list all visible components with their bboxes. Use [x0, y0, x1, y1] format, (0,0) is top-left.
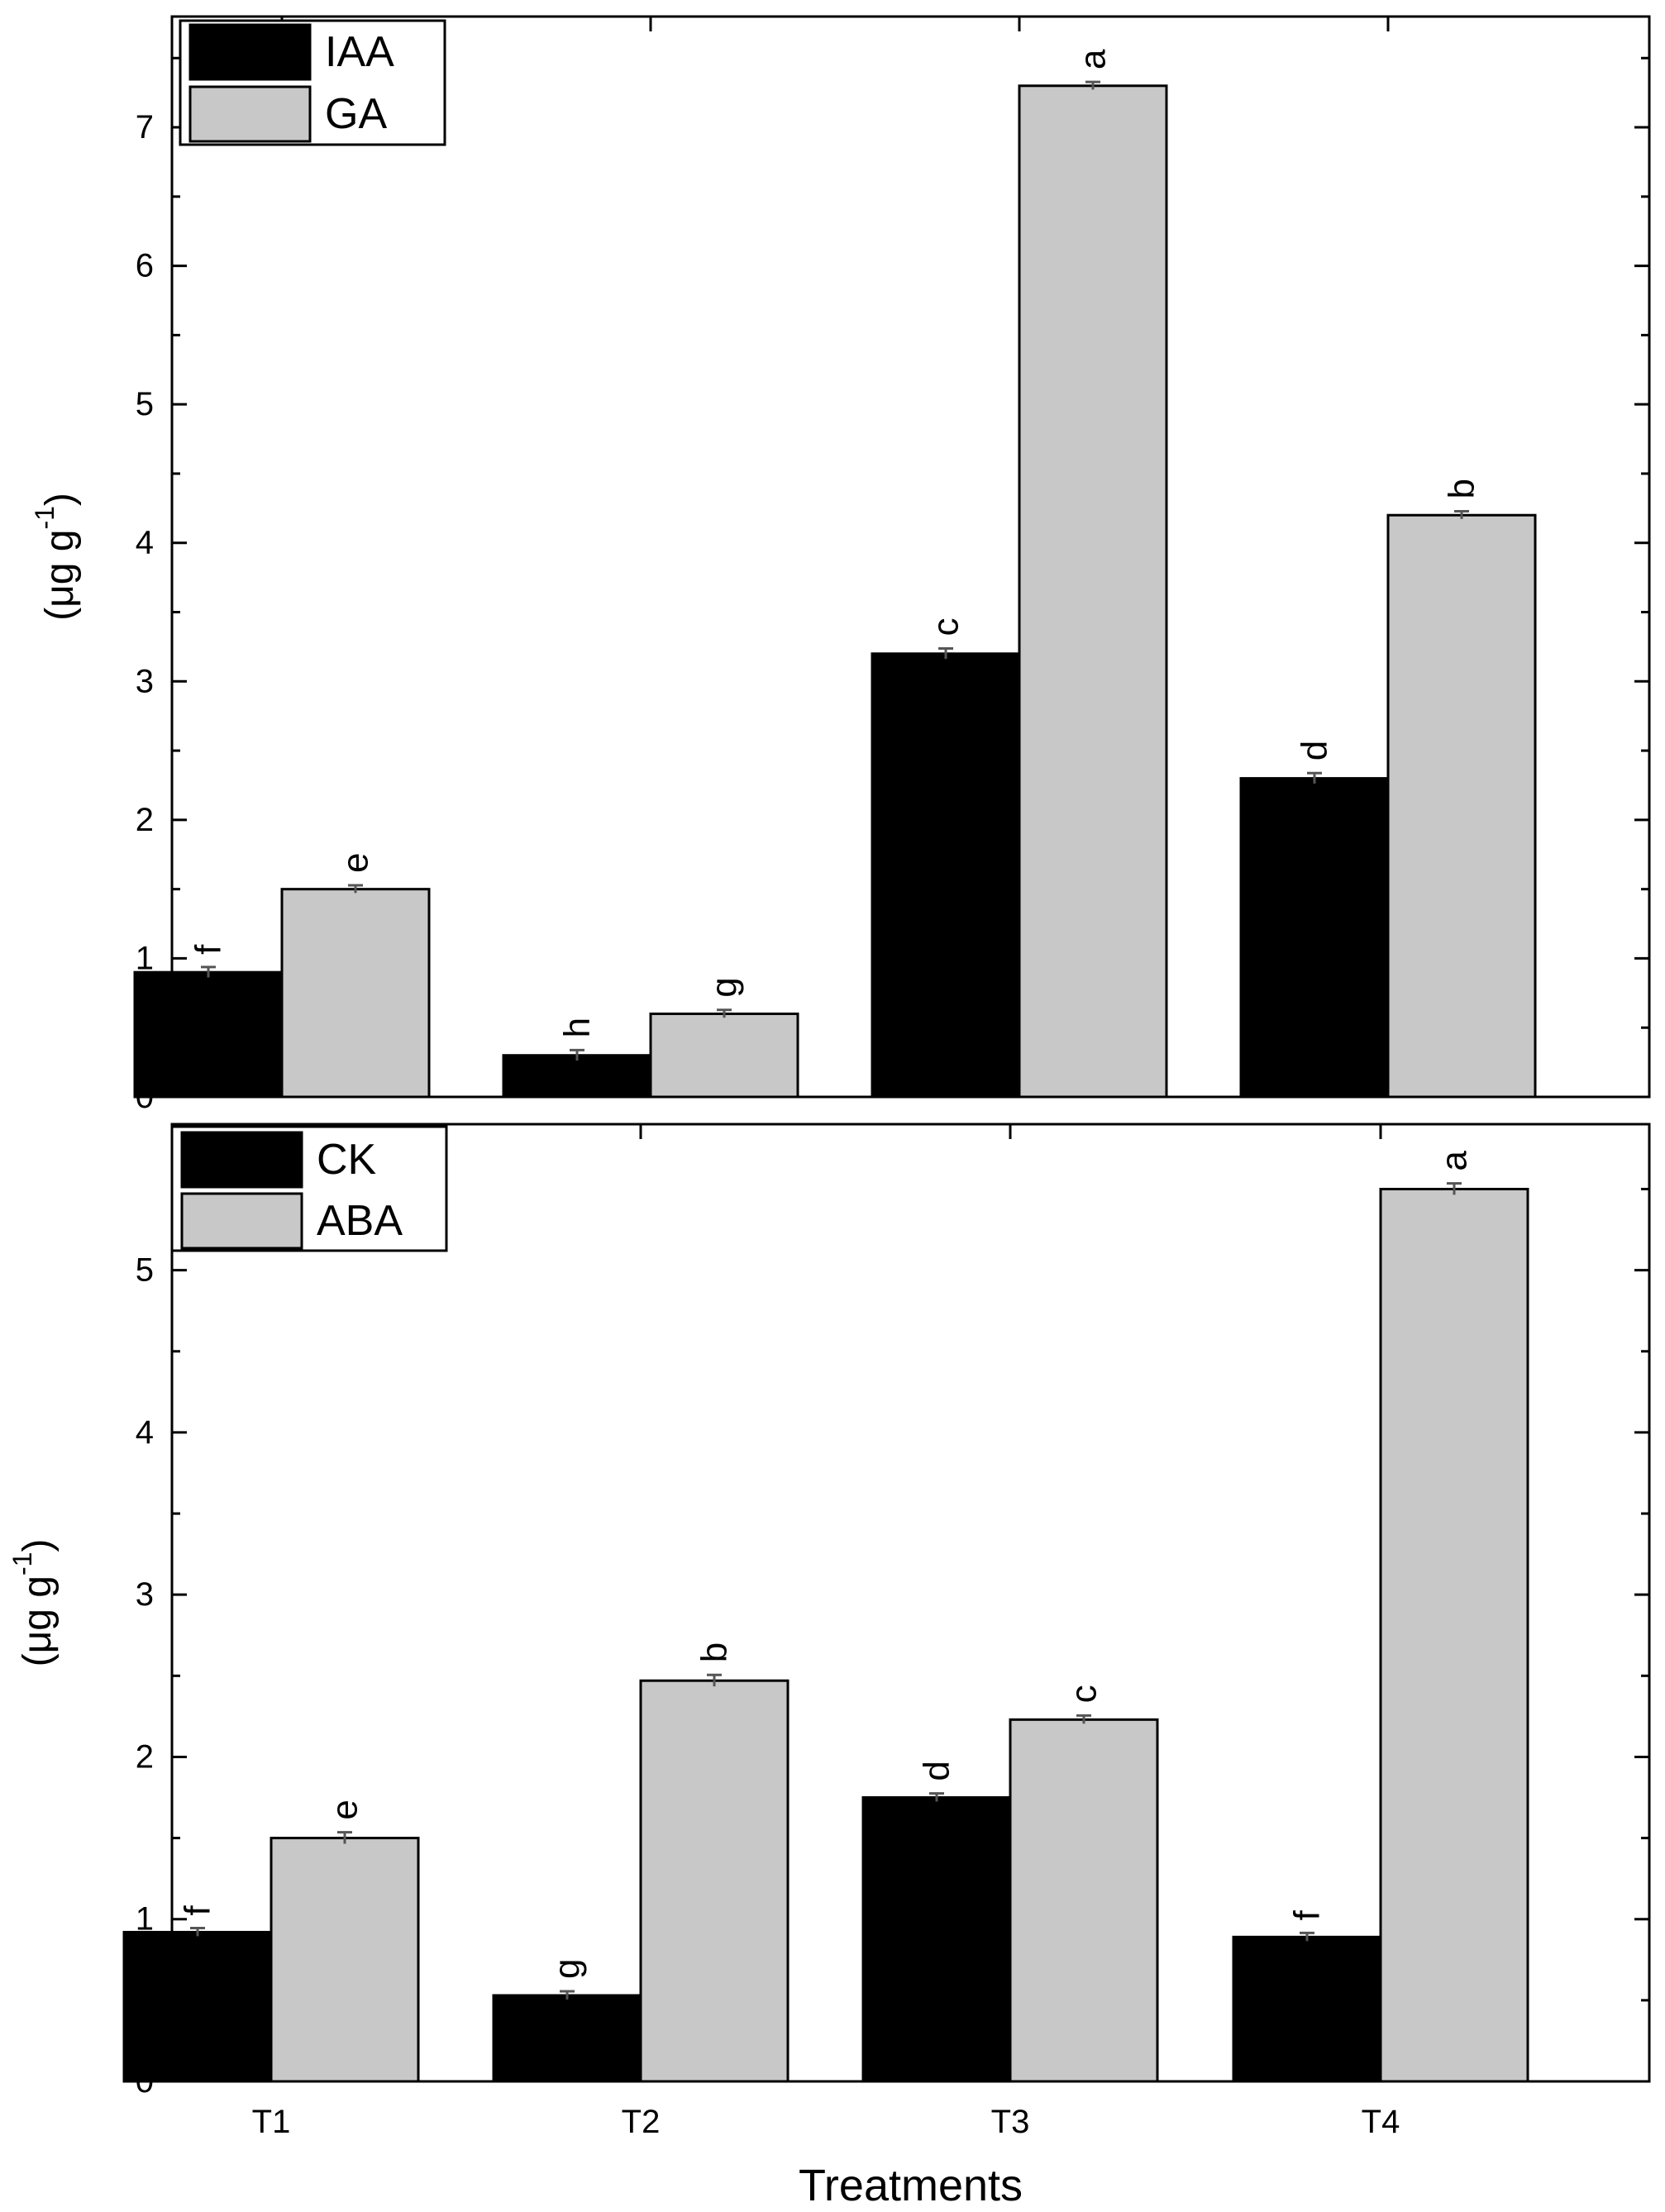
significance-label: e: [336, 852, 376, 872]
significance-label: f: [188, 944, 229, 955]
significance-label: g: [704, 977, 745, 997]
y-axis-label: (μg g-1): [7, 1539, 60, 1667]
error-bar-ga-t2: [717, 1008, 732, 1018]
x-tick-label: T3: [991, 2104, 1030, 2140]
error-bar-ck-t1: [190, 1926, 205, 1937]
chart-panel-1: f h c d e g a b 0 1 2 3 4 5 6 7 (μg g-1) IAA GA: [30, 15, 1651, 1115]
error-bar-ck-t3: [929, 1792, 944, 1802]
bar-ck-t2: [492, 1994, 642, 2083]
bar-iaa-t3: [871, 652, 1021, 1099]
y-tick-label: 6: [136, 248, 154, 284]
y-tick-label: 3: [136, 663, 154, 699]
chart-panel-2: f g d f e b c a 0 1 2 3 4 5 T1 T2 T3 T4 (μg g-1) Treatments…: [7, 1123, 1651, 2210]
y-tick-label: 4: [136, 1414, 154, 1451]
x-axis-label: Treatments: [799, 2161, 1023, 2210]
significance-label: d: [1295, 741, 1335, 760]
error-bar-ck-t4: [1300, 1931, 1314, 1942]
error-bar-aba-t1: [337, 1831, 352, 1844]
bar-aba-t2: [639, 1679, 790, 2083]
bar-aba-t3: [1009, 1718, 1159, 2083]
legend-label-aba: ABA: [317, 1197, 403, 1245]
significance-label: h: [557, 1018, 598, 1037]
x-tick-label: T2: [622, 2104, 661, 2140]
bar-ga-t3: [1018, 84, 1168, 1099]
bar-ck-t4: [1232, 1935, 1382, 2083]
bar-iaa-t4: [1239, 777, 1390, 1099]
y-tick-label: 1: [136, 1901, 154, 1938]
legend-label-iaa: IAA: [325, 28, 394, 76]
significance-label: a: [1434, 1151, 1475, 1171]
error-bar-iaa-t4: [1307, 771, 1322, 784]
error-bar-iaa-t3: [938, 646, 953, 660]
y-tick-label: 7: [136, 109, 154, 145]
x-tick-label: T1: [252, 2104, 291, 2140]
error-bar-aba-t3: [1076, 1714, 1091, 1724]
error-bar-iaa-t1: [201, 965, 216, 978]
legend-swatch-ga: [188, 85, 312, 143]
significance-label: f: [178, 1905, 218, 1915]
bar-iaa-t2: [502, 1054, 652, 1099]
significance-label: b: [694, 1642, 735, 1662]
legend-swatch-aba: [180, 1192, 303, 1250]
y-tick-label: 0: [136, 2063, 154, 2100]
legend: CK ABA: [170, 1125, 448, 1252]
y-tick-label: 5: [136, 386, 154, 422]
y-tick-label: 3: [136, 1576, 154, 1613]
y-tick-label: 2: [136, 802, 154, 838]
error-bar-aba-t2: [707, 1673, 722, 1687]
y-tick-label: 5: [136, 1252, 154, 1289]
significance-label: f: [1287, 1909, 1328, 1920]
x-tick-label: T4: [1362, 2104, 1400, 2140]
y-tick-label: 4: [136, 525, 154, 561]
legend: IAA GA: [179, 19, 446, 146]
error-bar-ga-t3: [1085, 80, 1100, 90]
significance-label: c: [1064, 1685, 1104, 1703]
legend-swatch-iaa: [188, 23, 312, 81]
bar-iaa-t1: [133, 970, 284, 1099]
bar-ga-t2: [649, 1012, 799, 1099]
legend-swatch-ck: [180, 1131, 303, 1189]
significance-label: g: [547, 1959, 588, 1979]
error-bar-aba-t4: [1447, 1182, 1462, 1195]
error-bar-ga-t1: [348, 884, 363, 894]
legend-label-ga: GA: [325, 90, 387, 138]
plot-frame: [170, 15, 1651, 1099]
bar-ga-t4: [1386, 513, 1537, 1099]
significance-label: d: [917, 1761, 957, 1781]
bar-aba-t1: [270, 1837, 420, 2083]
bar-ck-t1: [122, 1930, 273, 2083]
y-tick-label: 1: [136, 940, 154, 976]
y-tick-label: 2: [136, 1738, 154, 1775]
significance-label: c: [926, 617, 966, 636]
y-axis-label: (μg g-1): [30, 493, 82, 621]
plot-frame: [170, 1123, 1651, 2083]
bar-ck-t3: [861, 1796, 1012, 2083]
significance-label: a: [1073, 49, 1114, 69]
legend-label-ck: CK: [317, 1136, 377, 1184]
error-bar-ga-t4: [1454, 510, 1469, 519]
error-bar-iaa-t2: [570, 1048, 584, 1061]
bar-ga-t1: [280, 888, 431, 1099]
significance-label: e: [325, 1800, 365, 1819]
y-tick-label: 0: [136, 1079, 154, 1115]
bar-aba-t4: [1379, 1188, 1529, 2083]
error-bar-ck-t2: [560, 1990, 575, 2000]
significance-label: b: [1442, 479, 1482, 498]
